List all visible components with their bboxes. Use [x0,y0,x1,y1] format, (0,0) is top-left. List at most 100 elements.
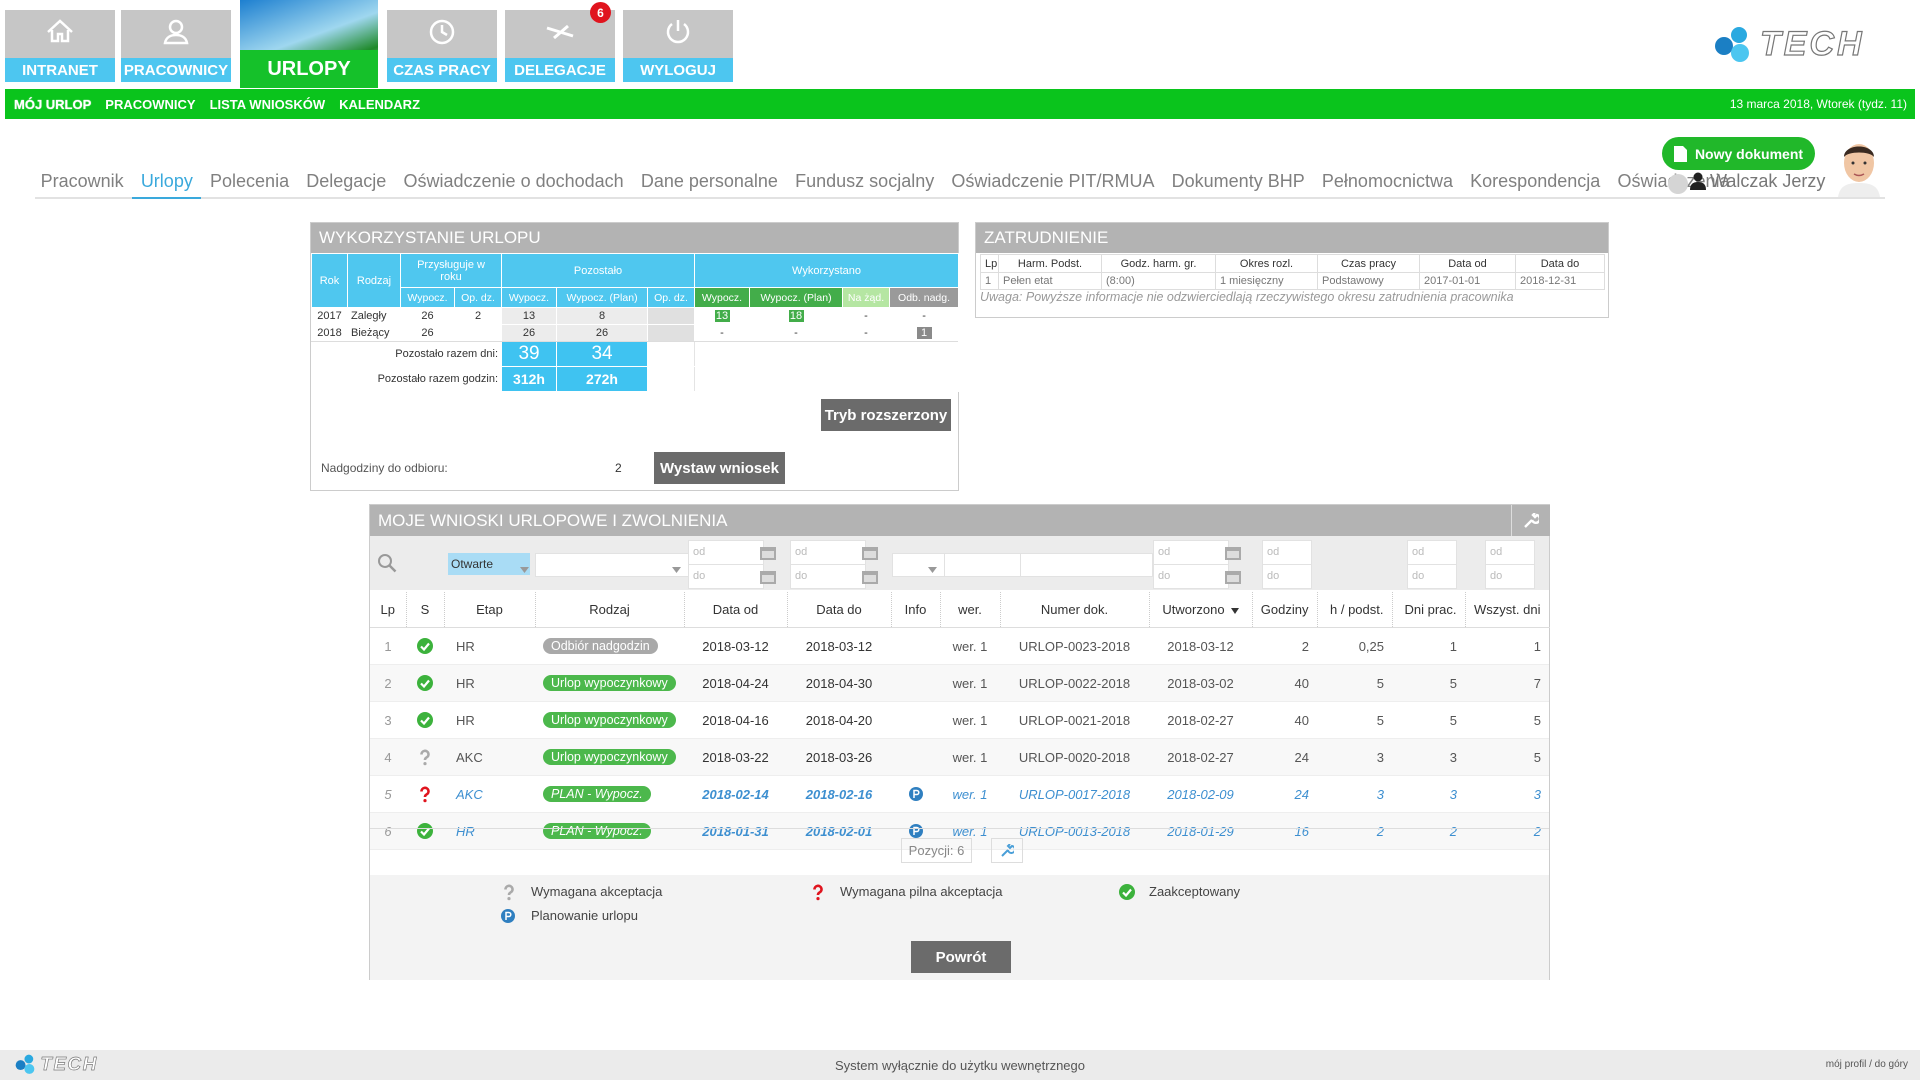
leave-cell: - [889,307,960,325]
request-cell: 2018-03-22 [684,738,787,776]
employment-header-cell: Godz. harm. gr. [1101,254,1216,273]
employment-head-row: Lp Harm. Podst. Godz. harm. gr. Okres rozl.… [980,254,1605,273]
request-cell: 2018-02-27 [1149,738,1252,776]
nav-tab[interactable]: URLOPY [240,0,378,88]
range-filter-input[interactable]: od [1407,540,1457,565]
kind-filter[interactable] [535,553,689,577]
leave-header-cell: Wypocz. (Plan) [749,287,844,308]
requests-header-cell[interactable]: Etap [444,592,536,628]
requests-header-cell[interactable]: h / podst. [1317,592,1393,628]
pager-settings[interactable] [991,838,1023,863]
logo-mark [14,1053,38,1075]
request-row[interactable]: 4 AKC Urlop wypoczynkowy 2018-03-22 2018-03-… [370,738,1549,776]
footer-links[interactable]: mój profil / do góry [1825,1059,1908,1070]
extended-mode-button[interactable]: Tryb rozszerzony [821,399,951,431]
date-filter-input[interactable]: do [1153,564,1229,589]
nav-icon [160,16,192,48]
requests-header-label: Utworzono [1162,602,1225,617]
filter-row: Otwarte od do od do od do od do od do od do [370,536,1549,590]
date-filter-input[interactable]: do [790,564,866,589]
section-tab[interactable]: Dane personalne [640,171,778,191]
info-filter[interactable] [892,553,946,577]
calendar-svg [760,547,776,561]
requests-header-cell[interactable]: Data od [684,592,788,628]
requests-header-cell[interactable]: Info [891,592,941,628]
request-row[interactable]: 2 HR Urlop wypoczynkowy 2018-04-24 2018-04-3… [370,664,1549,702]
section-tab[interactable]: Korespondencja [1470,171,1601,191]
requests-table: Lp S Etap Rodzaj Data od Data do Info wer. Numer… [370,592,1550,850]
employment-header-cell: Okres rozl. [1215,254,1318,273]
range-filter-input[interactable]: do [1485,564,1535,589]
section-tab[interactable]: Dokumenty BHP [1171,171,1305,191]
requests-header-cell[interactable]: Data do [787,592,892,628]
section-tab[interactable]: Pracownik [40,171,124,191]
user-name: Walczak Jerzy [1710,171,1826,191]
version-filter[interactable] [944,553,1022,577]
section-tab[interactable]: Fundusz socjalny [795,171,935,191]
requests-header-cell[interactable]: Lp [370,592,407,628]
requests-header-cell[interactable]: wer. [940,592,1001,628]
leave-value-box: 1 [916,327,932,339]
range-filter-input[interactable]: od [1262,540,1312,565]
leave-total-empty [694,366,960,392]
subnav-link[interactable]: LISTA WNIOSKÓW [209,96,326,112]
requests-header-cell[interactable]: Rodzaj [535,592,685,628]
search-icon [377,553,397,573]
requests-header-cell[interactable]: Wszyst. dni [1465,592,1550,628]
subnav-link[interactable]: KALENDARZ [339,96,421,112]
nav-tab[interactable]: INTRANET [5,10,115,82]
request-cell: 0,25 [1317,627,1392,665]
date-filter-input[interactable]: do [688,564,764,589]
request-cell: 7 [1465,664,1549,702]
range-filter-input[interactable]: do [1407,564,1457,589]
section-tab[interactable]: Oświadczenie o dochodach [403,171,624,191]
employment-cell: 1 [980,272,999,290]
new-document-button[interactable]: Nowy dokument [1662,137,1815,170]
section-tab[interactable]: Polecenia [210,171,290,191]
leave-header-cell: Wypocz. (Plan) [556,287,649,308]
number-filter[interactable] [1020,553,1153,577]
subnav-link[interactable]: PRACOWNICY [105,96,196,112]
requests-header-cell[interactable]: Numer dok. [1000,592,1150,628]
requests-header-cell[interactable]: Dni prac. [1392,592,1466,628]
back-button[interactable]: Powrót [911,941,1011,973]
date-filter-input[interactable]: od [1153,540,1229,565]
leave-cell: - [694,324,751,342]
range-filter-input[interactable]: od [1485,540,1535,565]
submit-request-button[interactable]: Wystaw wniosek [654,452,785,484]
legend-icon [500,907,516,925]
calendar-svg [862,571,878,585]
leave-total-value: 34 [556,341,649,367]
tabs-more[interactable] [1668,174,1688,194]
request-cell: 2018-03-26 [787,738,891,776]
nav-tab[interactable]: WYLOGUJ [623,10,733,82]
request-row[interactable]: 1 HR Odbiór nadgodzin 2018-03-12 2018-03-12 w… [370,627,1549,665]
nav-tab[interactable]: DELEGACJE [505,10,615,82]
requests-header-cell[interactable]: Godziny [1252,592,1318,628]
request-cell: Odbiór nadgodzin [535,627,684,665]
status-filter[interactable]: Otwarte [448,553,530,575]
section-tab[interactable]: Oświadczenie PIT/RMUA [951,171,1155,191]
requests-header-cell[interactable]: S [406,592,445,628]
employment-header-cell: Data od [1419,254,1516,273]
section-tab[interactable]: Urlopy [132,168,202,199]
subnav-link[interactable]: MÓJ URLOP [14,96,92,112]
request-row[interactable]: 5 AKC PLAN - Wypocz. 2018-02-14 2018-02-16 we… [370,775,1549,813]
request-cell: HR [444,701,535,739]
date-filter-input[interactable]: od [790,540,866,565]
request-kind-pill: PLAN - Wypocz. [543,823,651,839]
section-tab[interactable]: Delegacje [306,171,387,191]
request-cell: Urlop wypoczynkowy [535,664,684,702]
nav-tab[interactable]: PRACOWNICY [121,10,231,82]
settings-button[interactable] [1511,505,1550,536]
range-filter-input[interactable]: do [1262,564,1312,589]
request-row[interactable]: 3 HR Urlop wypoczynkowy 2018-04-16 2018-04-2… [370,701,1549,739]
section-tab[interactable]: Pełnomocnictwa [1321,171,1453,191]
date-filter-input[interactable]: od [688,540,764,565]
employment-cell: Pełen etat [998,272,1102,290]
request-cell: 3 [1392,738,1465,776]
request-row[interactable]: 6 HR PLAN - Wypocz. 2018-01-31 2018-02-01 wer… [370,812,1549,850]
calendar-icon [1225,544,1241,562]
requests-header-cell[interactable]: Utworzono [1149,592,1253,628]
nav-tab[interactable]: CZAS PRACY [387,10,497,82]
